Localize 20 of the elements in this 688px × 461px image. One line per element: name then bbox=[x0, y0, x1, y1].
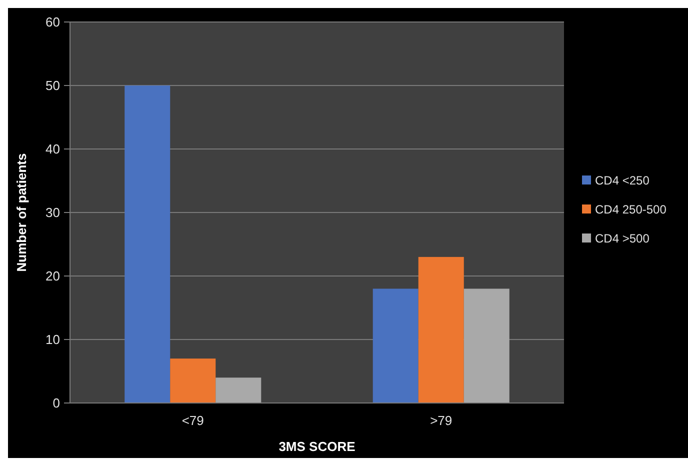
x-tick-label: >79 bbox=[430, 413, 452, 428]
y-tick-label: 50 bbox=[46, 78, 60, 94]
y-tick-label: 40 bbox=[46, 142, 60, 157]
legend-label: CD4 <250 bbox=[595, 174, 650, 188]
y-tick-label: 60 bbox=[46, 14, 60, 30]
bar bbox=[170, 358, 216, 403]
y-tick-label: 0 bbox=[52, 396, 60, 411]
bar bbox=[418, 256, 464, 403]
bar bbox=[372, 288, 418, 403]
y-tick-label: 30 bbox=[46, 205, 60, 220]
bar bbox=[124, 86, 170, 403]
legend-label: CD4 >500 bbox=[595, 232, 650, 246]
y-tick-label: 10 bbox=[46, 332, 60, 348]
bar bbox=[216, 378, 262, 403]
legend-label: CD4 250-500 bbox=[595, 202, 667, 217]
y-tick-label: 20 bbox=[46, 268, 60, 284]
bar bbox=[464, 288, 510, 403]
x-axis-title: 3MS SCORE bbox=[278, 439, 356, 454]
y-axis-title: Number of patients bbox=[14, 153, 29, 272]
x-tick-label: <79 bbox=[182, 413, 204, 428]
